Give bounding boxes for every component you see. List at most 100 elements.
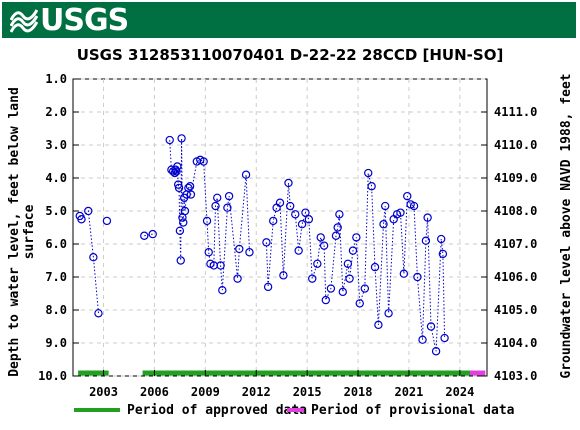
legend: Period of approved data Period of provis… bbox=[74, 403, 515, 418]
data-point bbox=[343, 259, 353, 268]
data-point bbox=[440, 333, 449, 343]
data-point bbox=[173, 180, 183, 189]
usgs-banner: USGS bbox=[2, 2, 576, 38]
data-point bbox=[345, 274, 354, 283]
series-line bbox=[144, 233, 153, 237]
data-point bbox=[172, 167, 181, 176]
legend-label-provisional: Period of provisional data bbox=[311, 403, 515, 418]
x-tick-label: 2009 bbox=[191, 385, 220, 399]
data-point bbox=[284, 178, 293, 188]
data-point bbox=[352, 233, 361, 242]
y-left-tick-label: 3.0 bbox=[45, 138, 67, 152]
y-right-tick-label: 4105.0 bbox=[494, 303, 537, 317]
data-point bbox=[335, 210, 344, 219]
chart-title: USGS 312853110070401 D-22-22 28CCD [HUN-… bbox=[77, 46, 504, 64]
data-point bbox=[177, 134, 186, 143]
data-point bbox=[313, 259, 322, 268]
data-point bbox=[216, 261, 225, 270]
data-point bbox=[360, 284, 370, 293]
data-point bbox=[367, 182, 376, 191]
y-right-tick-label: 4109.0 bbox=[494, 171, 537, 185]
y-right-tick-label: 4106.0 bbox=[494, 270, 537, 284]
data-point bbox=[321, 295, 331, 305]
data-point bbox=[403, 191, 412, 201]
data-point bbox=[338, 287, 347, 297]
y-left-tick-label: 7.0 bbox=[45, 270, 67, 284]
data-point bbox=[409, 201, 419, 211]
data-point bbox=[285, 201, 295, 211]
y-left-tick-label: 6.0 bbox=[45, 237, 67, 251]
axis-ticks: 1.0 2.0 3.0 4.0 5.0 6.0 7.0 8.0 9.0 10.0 4103.0 410… bbox=[38, 72, 537, 399]
data-point bbox=[89, 253, 98, 262]
data-point bbox=[436, 234, 446, 244]
data-point bbox=[304, 215, 314, 224]
data-point bbox=[204, 248, 213, 257]
usgs-logo[interactable]: USGS bbox=[10, 2, 129, 38]
data-point bbox=[384, 309, 393, 318]
series-line bbox=[79, 209, 99, 314]
data-point bbox=[224, 191, 234, 201]
data-point bbox=[413, 272, 422, 282]
data-point bbox=[180, 206, 190, 216]
usgs-logo-text: USGS bbox=[40, 2, 129, 38]
data-point bbox=[211, 201, 220, 211]
data-point bbox=[263, 282, 273, 292]
data-point bbox=[202, 216, 212, 226]
y-right-tick-label: 4104.0 bbox=[494, 336, 537, 350]
data-point bbox=[396, 208, 405, 217]
data-point bbox=[319, 241, 329, 250]
y-axis-label-left: Depth to water level, feet below land bbox=[7, 87, 22, 377]
data-point bbox=[199, 157, 208, 166]
data-point bbox=[262, 238, 271, 247]
x-tick-label: 2024 bbox=[445, 385, 474, 399]
x-tick-label: 2018 bbox=[344, 385, 373, 399]
legend-label-approved: Period of approved data bbox=[127, 403, 307, 418]
data-point bbox=[379, 219, 388, 229]
data-point bbox=[175, 226, 185, 235]
data-point bbox=[235, 244, 244, 254]
data-point bbox=[176, 256, 185, 265]
data-point bbox=[301, 208, 310, 217]
data-point bbox=[316, 233, 325, 242]
data-point bbox=[297, 219, 307, 229]
y-right-tick-label: 4110.0 bbox=[494, 138, 537, 152]
data-point bbox=[241, 170, 251, 179]
data-point bbox=[269, 216, 278, 226]
data-point bbox=[245, 248, 254, 257]
data-point bbox=[438, 249, 448, 259]
plot-frame bbox=[72, 78, 488, 377]
data-point bbox=[279, 271, 288, 280]
y-left-tick-label: 8.0 bbox=[45, 303, 67, 317]
series-line bbox=[265, 172, 446, 352]
y-axis-label-left-line2: surface bbox=[22, 204, 37, 259]
data-point bbox=[173, 162, 182, 171]
series-line bbox=[169, 138, 250, 291]
y-axis-label-right: Groundwater level above NAVD 1988, feet bbox=[559, 73, 574, 378]
x-tick-label: 2012 bbox=[242, 385, 271, 399]
y-left-tick-label: 9.0 bbox=[45, 336, 67, 350]
data-point bbox=[165, 135, 174, 145]
y-right-tick-label: 4111.0 bbox=[494, 105, 537, 119]
data-point bbox=[355, 299, 364, 308]
x-tick-label: 2003 bbox=[89, 385, 118, 399]
y-left-tick-label: 10.0 bbox=[38, 369, 67, 383]
usgs-wave-icon bbox=[10, 9, 38, 33]
data-point bbox=[426, 322, 436, 331]
data-point bbox=[233, 274, 242, 283]
data-point bbox=[423, 213, 432, 222]
x-tick-label: 2021 bbox=[394, 385, 423, 399]
data-point bbox=[348, 246, 358, 255]
data-point bbox=[140, 231, 149, 240]
data-point bbox=[223, 203, 232, 212]
y-left-tick-label: 2.0 bbox=[45, 105, 67, 119]
data-point bbox=[291, 210, 300, 219]
data-point bbox=[275, 198, 285, 207]
data-point bbox=[431, 347, 441, 356]
data-point bbox=[213, 193, 222, 202]
data-point bbox=[308, 274, 317, 283]
data-point bbox=[218, 286, 227, 295]
data-point bbox=[380, 201, 390, 211]
data-point bbox=[148, 229, 157, 239]
data-point bbox=[179, 218, 188, 227]
